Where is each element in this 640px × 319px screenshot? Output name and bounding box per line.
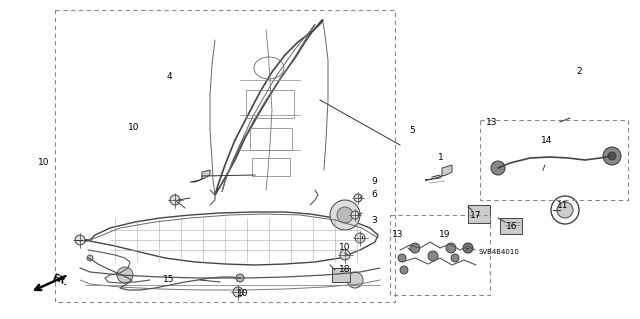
Text: 13: 13 — [392, 230, 404, 239]
Circle shape — [337, 207, 353, 223]
Circle shape — [491, 161, 505, 175]
Circle shape — [117, 267, 133, 283]
Text: 10: 10 — [339, 243, 351, 252]
Text: 2: 2 — [576, 67, 582, 76]
Circle shape — [355, 233, 365, 243]
Bar — [55, 10, 395, 302]
Circle shape — [603, 147, 621, 165]
Text: 10: 10 — [237, 289, 248, 298]
Bar — [500, 218, 522, 234]
Text: 5: 5 — [410, 126, 415, 135]
Text: 1: 1 — [438, 153, 444, 162]
Circle shape — [87, 255, 93, 261]
Circle shape — [398, 254, 406, 262]
Text: 16: 16 — [506, 222, 517, 231]
Text: 10: 10 — [38, 158, 50, 167]
Text: SVB4B4010: SVB4B4010 — [479, 249, 520, 255]
Bar — [250, 128, 292, 150]
Circle shape — [347, 272, 363, 288]
Bar — [332, 268, 350, 282]
Circle shape — [410, 243, 420, 253]
Circle shape — [354, 194, 362, 202]
Circle shape — [557, 202, 573, 218]
Circle shape — [463, 243, 473, 253]
Text: 15: 15 — [163, 275, 175, 284]
Polygon shape — [190, 170, 210, 182]
Bar — [480, 120, 628, 200]
Circle shape — [170, 195, 180, 205]
Text: 17: 17 — [470, 211, 482, 220]
Bar — [252, 158, 290, 176]
Circle shape — [351, 211, 359, 219]
Text: 10: 10 — [128, 123, 140, 132]
Text: 6: 6 — [371, 190, 377, 199]
Text: 4: 4 — [166, 72, 172, 81]
Bar — [390, 215, 490, 295]
Circle shape — [446, 243, 456, 253]
Text: 3: 3 — [371, 216, 377, 225]
Circle shape — [330, 200, 360, 230]
Bar — [246, 90, 294, 118]
Text: 19: 19 — [439, 230, 451, 239]
Circle shape — [340, 250, 350, 260]
Text: 9: 9 — [371, 177, 377, 186]
Circle shape — [428, 251, 438, 261]
Text: 14: 14 — [541, 136, 552, 145]
Circle shape — [608, 152, 616, 160]
Text: 11: 11 — [557, 201, 568, 210]
Text: 13: 13 — [486, 118, 498, 127]
Circle shape — [75, 235, 85, 245]
Text: 18: 18 — [339, 265, 351, 274]
Polygon shape — [425, 165, 452, 180]
Circle shape — [400, 266, 408, 274]
Circle shape — [451, 254, 459, 262]
Circle shape — [233, 287, 243, 297]
Circle shape — [236, 274, 244, 282]
Text: FR.: FR. — [50, 272, 68, 287]
Bar — [468, 205, 490, 223]
